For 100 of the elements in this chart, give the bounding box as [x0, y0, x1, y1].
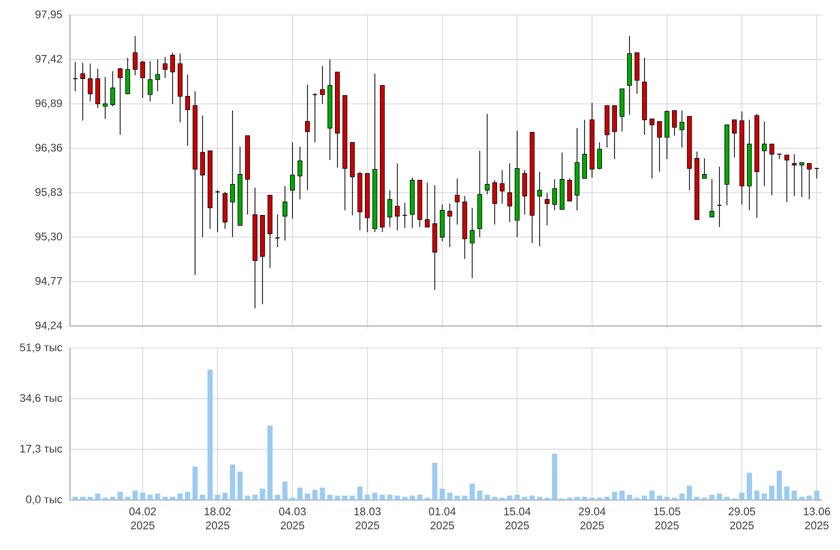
candlestick	[282, 186, 288, 241]
bar	[716, 494, 722, 500]
bar	[642, 496, 648, 500]
candlestick	[424, 182, 430, 228]
bar	[792, 490, 797, 500]
candlestick	[185, 74, 190, 146]
x-tick-label: 29.05 2025	[728, 508, 756, 530]
bar	[552, 454, 558, 500]
bar	[402, 496, 408, 500]
bar	[649, 490, 655, 500]
candlestick	[402, 202, 408, 228]
bar	[776, 470, 782, 500]
candlestick	[80, 62, 86, 122]
candlestick	[597, 142, 602, 170]
bar	[252, 494, 258, 500]
bar	[342, 496, 348, 500]
candlestick	[784, 154, 790, 202]
bar	[207, 370, 213, 500]
bar	[297, 488, 303, 500]
candlestick	[447, 203, 452, 248]
candlestick	[162, 56, 168, 78]
candlestick	[522, 170, 528, 215]
bar	[177, 494, 183, 500]
candlestick	[492, 180, 498, 225]
bar	[155, 494, 160, 500]
bar	[222, 492, 228, 500]
bar	[484, 494, 490, 500]
bar	[410, 496, 415, 500]
candlestick	[298, 146, 302, 200]
bar	[214, 494, 220, 500]
bar	[537, 496, 542, 500]
bar	[784, 486, 790, 500]
bar	[612, 492, 618, 500]
x-tick-label: 04.02 2025	[129, 508, 156, 530]
bar	[656, 496, 662, 500]
bar	[350, 496, 356, 500]
candlestick	[792, 154, 797, 196]
bar	[626, 494, 632, 500]
bar	[118, 492, 123, 500]
bar	[88, 496, 93, 500]
y-tick-label: 94,77	[35, 277, 62, 286]
bar	[230, 464, 236, 500]
candlestick	[305, 84, 310, 191]
y-tick-label: 0,0 тыс	[26, 495, 62, 505]
bar	[530, 496, 535, 500]
bar	[200, 494, 206, 500]
y-tick-label: 17,3 тыс	[20, 444, 62, 454]
bar	[148, 494, 153, 500]
bar	[462, 496, 468, 500]
y-tick-label: 34,6 тыс	[20, 394, 62, 404]
bar	[806, 496, 812, 500]
bar	[372, 492, 378, 500]
bar	[492, 496, 498, 500]
candlestick	[140, 60, 146, 98]
candlestick	[650, 118, 654, 179]
bar	[454, 496, 460, 500]
bar	[244, 496, 250, 500]
candlestick	[702, 158, 707, 179]
bar	[184, 492, 190, 500]
candlestick	[170, 52, 176, 104]
candlestick	[155, 59, 160, 92]
bar	[320, 488, 326, 500]
y-tick-label: 95,30	[35, 232, 62, 242]
candlestick	[680, 110, 684, 148]
candlestick	[484, 114, 490, 195]
candlestick	[470, 207, 475, 279]
y-tick-label: 94,24	[35, 321, 62, 331]
y-tick-label: 97,42	[35, 54, 62, 64]
bar	[477, 490, 482, 500]
candlestick	[88, 63, 93, 102]
candlestick	[230, 110, 235, 238]
bar	[72, 496, 78, 500]
candlestick	[214, 190, 220, 233]
bar	[746, 472, 752, 500]
candlestick	[320, 66, 325, 104]
bar	[192, 466, 198, 500]
candlestick	[312, 92, 318, 143]
bar	[125, 496, 130, 500]
bar	[260, 488, 266, 500]
candlestick	[148, 60, 153, 102]
bar	[447, 492, 452, 500]
candlestick	[814, 168, 820, 179]
candlestick	[290, 142, 295, 220]
candlestick	[394, 162, 400, 231]
bar	[357, 486, 362, 500]
bar	[110, 496, 116, 500]
bar	[417, 494, 422, 500]
x-tick-label: 15.04 2025	[504, 508, 531, 530]
bar	[132, 490, 138, 500]
candlestick	[552, 178, 558, 211]
x-tick-label: 13.06 2025	[804, 508, 830, 530]
candlestick	[806, 162, 812, 200]
x-tick-label: 18.03 2025	[354, 508, 381, 530]
bar	[140, 492, 146, 500]
candlestick	[118, 67, 123, 136]
bar	[769, 486, 774, 500]
candlestick	[710, 178, 714, 218]
candlestick	[507, 162, 512, 222]
candlestick	[387, 190, 392, 228]
candlestick	[544, 192, 550, 226]
